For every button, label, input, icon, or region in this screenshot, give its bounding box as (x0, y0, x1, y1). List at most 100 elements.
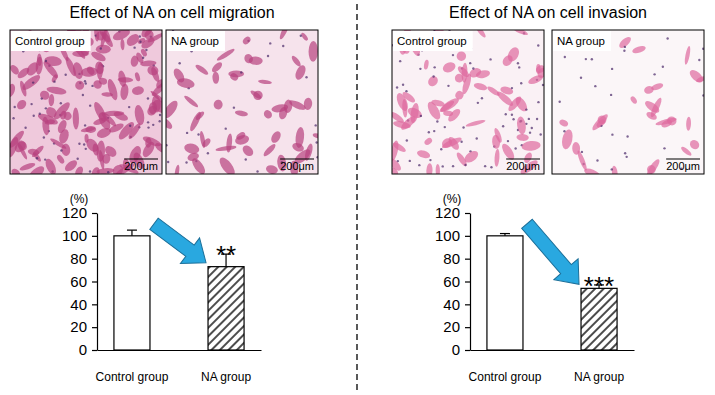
y-tick-mark (465, 281, 470, 282)
y-tick: 60 (443, 273, 470, 290)
nucleus-decoration (464, 164, 466, 166)
nucleus-decoration (43, 136, 45, 138)
cell-decoration (84, 136, 101, 154)
y-tick: 0 (79, 341, 97, 358)
cell-decoration (140, 48, 148, 58)
y-tick-mark (465, 259, 470, 260)
y-tick-mark (92, 259, 97, 260)
cell-decoration (41, 59, 60, 80)
nucleus-decoration (477, 102, 479, 104)
figure: Effect of NA on cell migration Control gr… (0, 0, 715, 395)
cell-decoration (249, 89, 262, 100)
y-tick-label: 100 (62, 227, 87, 244)
nucleus-decoration (305, 76, 307, 78)
nucleus-decoration (505, 113, 507, 115)
nucleus-decoration (452, 54, 454, 56)
x-tick-label: Control group (469, 370, 542, 384)
cell-decoration (49, 137, 67, 150)
y-axis-line (97, 214, 98, 351)
nucleus-decoration (33, 114, 35, 116)
y-tick-label: 80 (70, 250, 87, 267)
nucleus-decoration (315, 124, 317, 126)
nucleus-decoration (396, 86, 398, 88)
nucleus-decoration (536, 118, 538, 120)
y-tick-mark (465, 327, 470, 328)
nucleus-decoration (433, 66, 435, 68)
cell-decoration (650, 82, 664, 92)
panel-title: Effect of NA on cell migration (69, 4, 274, 21)
micrograph-frame (392, 30, 544, 174)
cell-decoration (120, 39, 125, 51)
micrograph-background (392, 30, 544, 174)
cell-decoration (535, 64, 544, 75)
nucleus-decoration (406, 139, 408, 141)
nucleus-decoration (462, 126, 464, 128)
nucleus-decoration (502, 125, 504, 127)
cell-decoration (465, 119, 486, 128)
nucleus-decoration (476, 137, 478, 139)
nucleus-decoration (60, 149, 62, 151)
cell-decoration (686, 117, 691, 131)
nucleus-decoration (142, 57, 144, 59)
significance-label: *** (584, 271, 614, 301)
cell-decoration (645, 110, 658, 121)
cell-decoration (96, 45, 111, 54)
y-tick: 20 (70, 318, 97, 335)
cell-decoration (262, 108, 273, 120)
cell-decoration (46, 85, 67, 95)
cell-decoration (44, 105, 59, 120)
cell-decoration (426, 74, 440, 88)
nucleus-decoration (585, 58, 587, 60)
nucleus-decoration (107, 171, 109, 173)
cell-decoration (423, 59, 429, 70)
error-bar-cap (127, 230, 137, 231)
cell-decoration (431, 99, 446, 108)
nucleus-decoration (514, 147, 516, 149)
nucleus-decoration (520, 82, 522, 84)
nucleus-decoration (83, 143, 85, 145)
cell-decoration (146, 64, 159, 76)
cell-decoration (486, 85, 501, 97)
nucleus-decoration (419, 68, 421, 70)
nucleus-decoration (442, 165, 444, 167)
nucleus-decoration (472, 67, 474, 69)
x-axis: Control groupNA group (469, 351, 635, 384)
y-axis-title: (%) (443, 192, 462, 206)
cell-decoration (85, 65, 95, 76)
cell-decoration (183, 94, 199, 109)
cell-decoration (194, 63, 209, 76)
nucleus-decoration (89, 104, 91, 106)
cell-decoration (199, 131, 206, 149)
y-tick: 20 (443, 318, 470, 335)
nucleus-decoration (133, 46, 135, 48)
nucleus-decoration (698, 59, 700, 61)
nucleus-decoration (512, 118, 514, 120)
nucleus-decoration (558, 101, 560, 103)
cell-decoration (215, 145, 237, 152)
y-tick: 60 (70, 273, 97, 290)
nucleus-decoration (409, 160, 411, 162)
nucleus-decoration (405, 90, 407, 92)
cell-decoration (228, 71, 244, 78)
error-bar-cap (500, 233, 510, 234)
cell-decoration (97, 62, 104, 79)
cell-decoration (80, 126, 95, 133)
micrograph-label-box (393, 31, 473, 51)
y-tick-mark (92, 213, 97, 214)
nucleus-decoration (653, 73, 655, 75)
cell-decoration (440, 136, 454, 149)
nucleus-decoration (267, 55, 269, 57)
cell-decoration (590, 112, 610, 132)
cell-decoration (583, 167, 601, 174)
nucleus-decoration (197, 133, 199, 135)
y-tick-mark (92, 327, 97, 328)
scale-bar (124, 158, 158, 159)
nucleus-decoration (525, 108, 527, 110)
nucleus-decoration (564, 56, 566, 58)
nucleus-decoration (147, 126, 149, 128)
nucleus-decoration (85, 148, 87, 150)
trend-arrow (144, 211, 215, 275)
cell-decoration (655, 117, 677, 127)
cell-decoration (560, 128, 574, 150)
nucleus-decoration (537, 101, 539, 103)
